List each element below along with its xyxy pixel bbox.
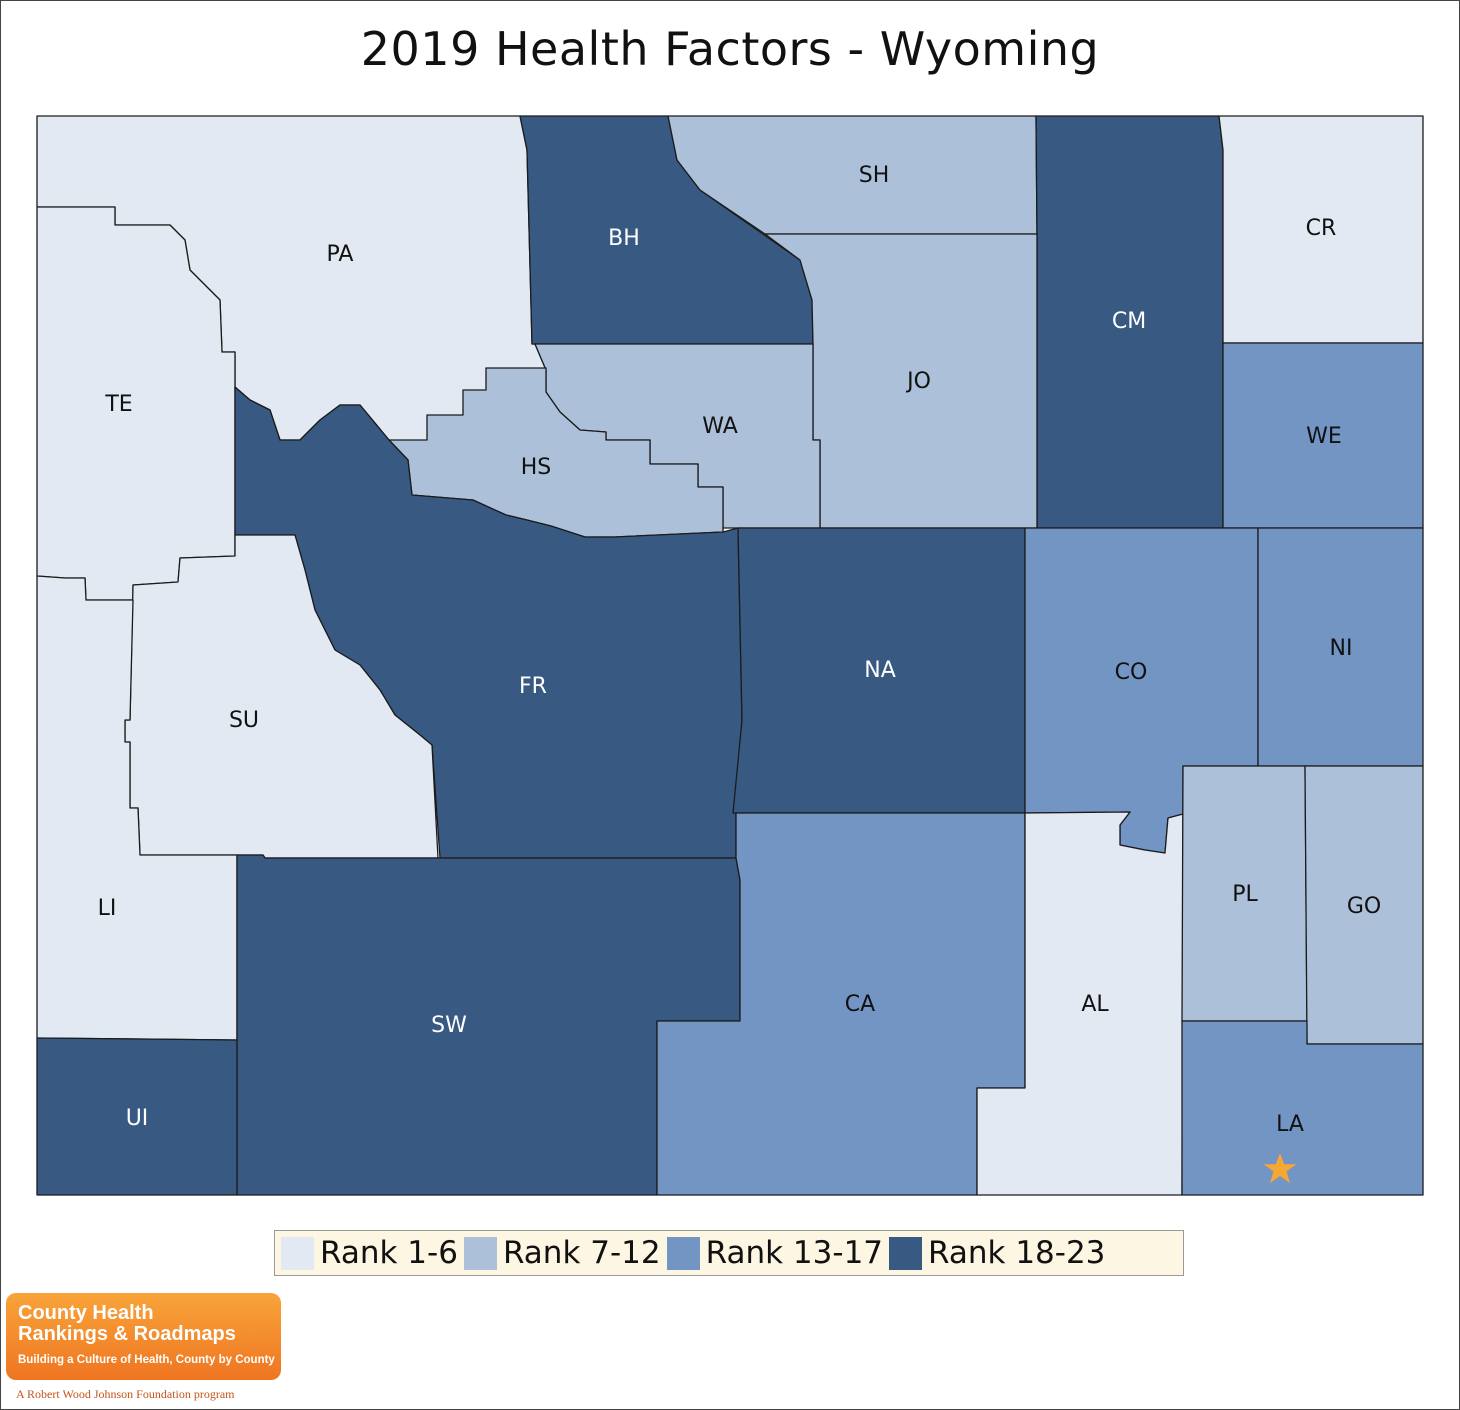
- county-label-co: CO: [1115, 660, 1148, 685]
- county-label-ui: UI: [126, 1106, 149, 1131]
- logo-line-2: Rankings & Roadmaps: [18, 1323, 236, 1345]
- county-la[interactable]: [1181, 1020, 1424, 1196]
- county-label-pa: PA: [327, 242, 354, 267]
- county-label-ca: CA: [845, 992, 875, 1017]
- county-label-cr: CR: [1306, 216, 1337, 241]
- county-label-la: LA: [1276, 1112, 1304, 1137]
- county-al[interactable]: [976, 811, 1184, 1196]
- county-label-sw: SW: [431, 1013, 467, 1038]
- county-label-jo: JO: [905, 369, 931, 394]
- county-label-al: AL: [1081, 992, 1109, 1017]
- county-label-pl: PL: [1232, 882, 1258, 907]
- legend-item-rank-13-17: Rank 13-17: [666, 1235, 884, 1271]
- county-label-go: GO: [1347, 894, 1381, 919]
- legend-swatch: [889, 1236, 923, 1270]
- legend-swatch: [281, 1236, 314, 1270]
- legend: Rank 1-6 Rank 7-12 Rank 13-17 Rank 18-23: [274, 1230, 1184, 1276]
- legend-item-rank-7-12: Rank 7-12: [463, 1235, 661, 1271]
- legend-label: Rank 1-6: [320, 1235, 458, 1271]
- county-label-su: SU: [229, 708, 259, 733]
- county-ui[interactable]: [36, 1037, 238, 1196]
- county-label-hs: HS: [521, 455, 552, 480]
- county-label-li: LI: [98, 896, 117, 921]
- legend-item-rank-18-23: Rank 18-23: [889, 1235, 1105, 1271]
- county-label-na: NA: [864, 658, 896, 683]
- logo-footer: A Robert Wood Johnson Foundation program: [16, 1387, 235, 1401]
- county-label-te: TE: [104, 392, 132, 417]
- star-icon: [1263, 1153, 1297, 1183]
- logo-line-1: County Health: [18, 1302, 154, 1324]
- legend-label: Rank 13-17: [705, 1235, 884, 1271]
- county-label-fr: FR: [519, 674, 547, 699]
- legend-swatch: [463, 1236, 497, 1270]
- legend-label: Rank 7-12: [502, 1235, 661, 1271]
- legend-label: Rank 18-23: [928, 1235, 1106, 1271]
- logo-tagline: Building a Culture of Health, County by …: [18, 1354, 275, 1366]
- county-label-sh: SH: [859, 163, 890, 188]
- county-label-we: WE: [1306, 424, 1342, 449]
- county-label-wa: WA: [702, 414, 738, 439]
- county-health-rankings-logo[interactable]: County Health Rankings & Roadmaps Buildi…: [6, 1293, 281, 1380]
- county-label-bh: BH: [608, 226, 640, 251]
- county-label-ni: NI: [1330, 636, 1353, 661]
- legend-swatch: [666, 1236, 700, 1270]
- legend-item-rank-1-6: Rank 1-6: [281, 1235, 458, 1271]
- county-label-cm: CM: [1112, 309, 1146, 334]
- page-title: 2019 Health Factors - Wyoming: [360, 22, 1100, 76]
